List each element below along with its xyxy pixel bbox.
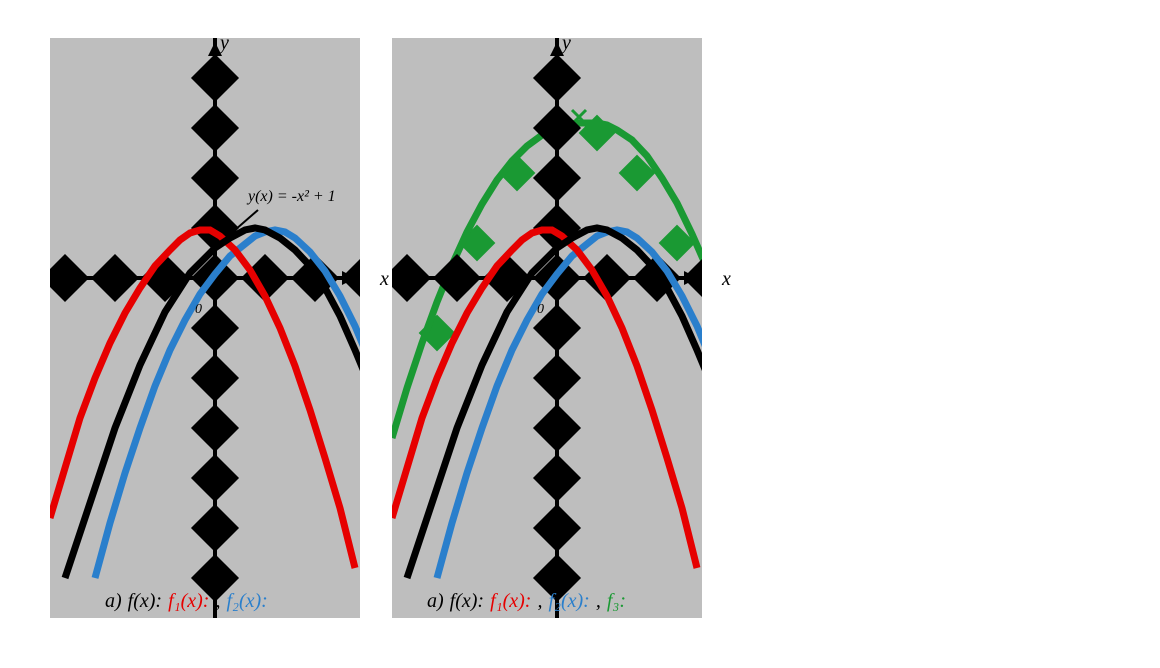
x-axis-label: x [722,268,731,291]
footer-right: a) f(x): f₁(x): , f₂(x): , f₃: [427,590,626,613]
chart-panel-right: 0 y x a) f(x): f₁(x): , f₂(x): , f₃: [392,38,702,618]
chart-svg-right: 0 [392,38,702,618]
svg-text:0: 0 [537,302,544,317]
footer-f1: f₁(x): [168,590,209,613]
footer-f2: f₂(x): [226,590,267,613]
curve-annotation: y(x) = -x² + 1 [248,188,336,206]
footer-a: a) [105,590,122,613]
chart-panel-left: 0 y x y(x) = -x² + 1 a) f(x): f₁(x): , f… [50,38,360,618]
chart-svg-left: 0 [50,38,360,618]
y-axis-label: y [220,32,229,55]
footer-sep1: , [537,590,542,613]
footer-a: a) [427,590,444,613]
footer-f: f(x): [450,590,484,613]
footer-left: a) f(x): f₁(x): , f₂(x): [105,590,268,613]
footer-f3: f₃: [607,590,626,613]
x-axis-label: x [380,268,389,291]
footer-f2: f₂(x): [548,590,589,613]
footer-sep1: , [215,590,220,613]
footer-f1: f₁(x): [490,590,531,613]
footer-sep2: , [596,590,601,613]
y-axis-label: y [562,32,571,55]
svg-text:0: 0 [195,302,202,317]
footer-f: f(x): [128,590,162,613]
y-axis-diamonds [191,54,239,602]
